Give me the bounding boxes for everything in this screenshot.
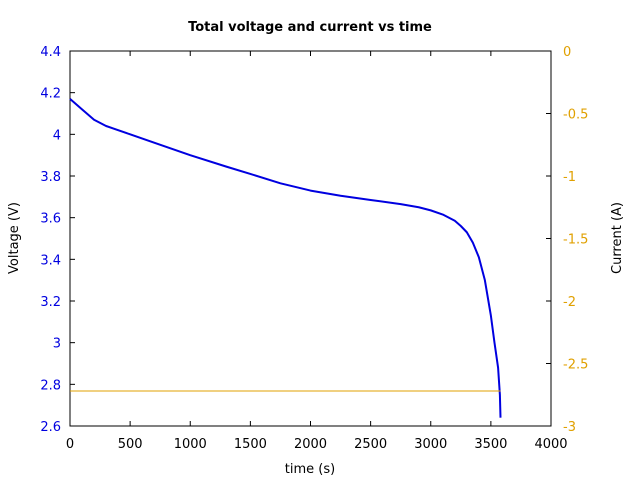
y2-axis-label: Current (A)	[610, 202, 625, 274]
x-tick-label: 2500	[354, 437, 387, 452]
x-tick-label: 0	[66, 437, 74, 452]
y-axis-right: -3 -2.5 -2 -1.5 -1 -0.5 0	[546, 45, 588, 435]
x-tick-label: 4000	[534, 437, 567, 452]
y-axis-label: Voltage (V)	[7, 202, 22, 274]
x-tick-label: 500	[118, 437, 143, 452]
y-tick-label: 4.4	[40, 45, 61, 60]
x-tick-label: 2000	[294, 437, 327, 452]
y-tick-label: 3.4	[40, 253, 61, 268]
x-axis-label: time (s)	[285, 462, 335, 477]
y2-tick-label: -1.5	[563, 233, 588, 248]
y-tick-label: 3.6	[40, 212, 61, 227]
y2-tick-label: -3	[563, 420, 576, 435]
voltage-series-line	[69, 98, 502, 418]
series-layer	[69, 98, 502, 418]
chart-title: Total voltage and current vs time	[188, 20, 432, 35]
y-tick-label: 4	[53, 128, 61, 143]
x-tick-label: 3500	[474, 437, 507, 452]
y-tick-label: 2.6	[40, 420, 61, 435]
y-tick-label: 3.2	[40, 295, 61, 310]
x-tick-label: 1500	[234, 437, 267, 452]
y-axis-left: 2.6 2.8 3 3.2 3.4 3.6 3.8 4 4.2 4.4	[40, 45, 75, 435]
y2-tick-label: -2	[563, 295, 576, 310]
plot-frame	[69, 50, 552, 427]
y2-tick-label: 0	[563, 45, 571, 60]
x-tick-label: 3000	[414, 437, 447, 452]
y-tick-label: 3.8	[40, 170, 61, 185]
x-tick-label: 1000	[174, 437, 207, 452]
y2-tick-label: -0.5	[563, 108, 588, 123]
y2-tick-label: -1	[563, 170, 576, 185]
x-axis: 0 500 1000 1500 2000 2500 3000 3500 4000	[66, 51, 568, 452]
y-tick-label: 2.8	[40, 378, 61, 393]
y-tick-label: 3	[53, 337, 61, 352]
y-tick-label: 4.2	[40, 87, 61, 102]
y2-tick-label: -2.5	[563, 358, 588, 373]
